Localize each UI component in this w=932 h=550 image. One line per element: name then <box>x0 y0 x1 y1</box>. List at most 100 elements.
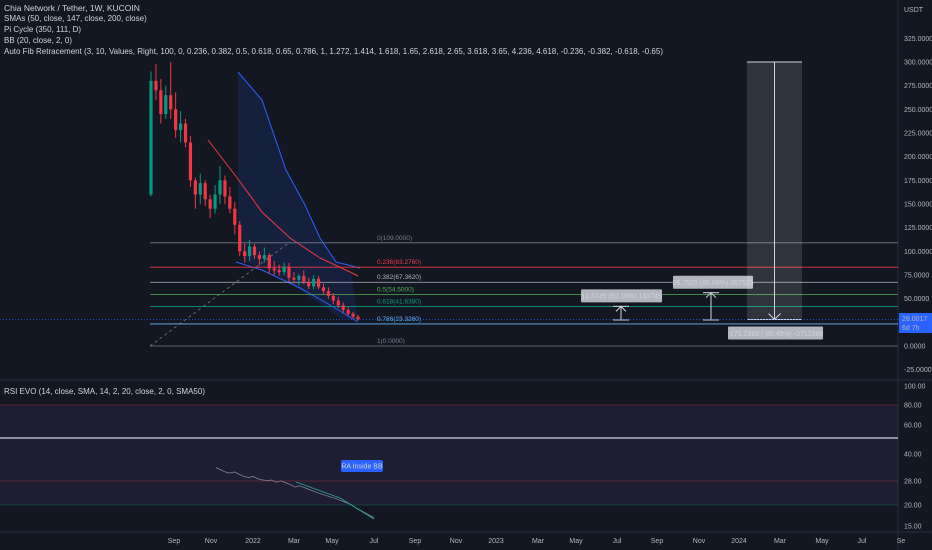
rsi-band-fill <box>0 405 898 505</box>
candle-body <box>159 90 163 115</box>
price-axis-tick: 150.0000 <box>904 202 932 209</box>
candle-body <box>174 109 178 131</box>
candle-body <box>183 123 188 143</box>
time-axis-tick: Nov <box>450 538 463 545</box>
chart-title: Chia Network / Tether, 1W, KUCOIN <box>4 3 140 13</box>
time-axis-tick: Sep <box>168 538 181 545</box>
candle-body <box>277 270 281 273</box>
rsi-axis-tick: 15.00 <box>904 524 922 531</box>
time-axis-tick: Se <box>897 538 906 545</box>
currency-label: USDT <box>904 7 924 14</box>
candle-body <box>243 251 247 257</box>
rsi-annotation-badge <box>341 460 383 472</box>
time-axis-tick: Nov <box>693 538 706 545</box>
candle-body <box>356 316 360 320</box>
time-axis-tick: 2023 <box>488 538 504 545</box>
time-axis-tick: Mar <box>532 538 545 545</box>
candle-body <box>312 278 316 287</box>
time-axis-tick: Sep <box>651 538 664 545</box>
price-axis-tick: 275.0000 <box>904 83 932 90</box>
price-axis-tick: 325.0000 <box>904 36 932 43</box>
rsi-axis-tick: 80.00 <box>904 403 922 410</box>
candle-body <box>178 123 183 131</box>
time-axis-tick: Nov <box>205 538 218 545</box>
fib-indicator-label[interactable]: Auto Fib Retracement (3, 10, Values, Rig… <box>4 47 663 56</box>
fib-level-label: 0.236(83.2760) <box>377 259 421 266</box>
measure-label-box <box>728 326 823 340</box>
measure-label-box <box>673 275 753 289</box>
bb-upper-line <box>237 71 361 269</box>
price-axis-tick: 200.0000 <box>904 154 932 161</box>
candle-body <box>169 95 173 110</box>
price-axis-tick: 175.0000 <box>904 178 932 185</box>
sma-indicator-label[interactable]: SMAs (50, close, 147, close, 200, close) <box>4 14 147 23</box>
price-axis-tick: 100.0000 <box>904 249 932 256</box>
rsi-axis-tick: 28.00 <box>904 479 922 486</box>
candle-body <box>326 291 331 296</box>
rsi-trend-line <box>295 481 375 520</box>
candle-body <box>247 246 252 257</box>
candle-body <box>149 80 153 195</box>
candle-body <box>252 246 257 256</box>
time-axis-tick: 2022 <box>245 538 261 545</box>
candle-body <box>336 300 340 306</box>
candle-body <box>297 275 301 280</box>
candle-body <box>154 80 158 91</box>
price-axis-tick: -25.0000 <box>904 367 932 374</box>
rsi-annotation-label: RA Inside BB <box>341 464 383 471</box>
last-price-tag <box>899 313 932 333</box>
candle-body <box>262 255 266 259</box>
rsi-axis-tick: 60.00 <box>904 423 922 430</box>
candle-body <box>223 180 227 197</box>
candle-body <box>346 310 350 314</box>
candle-body <box>292 277 296 280</box>
time-axis-tick: May <box>325 538 339 545</box>
price-axis-tick: 75.0000 <box>904 273 929 280</box>
candle-body <box>282 266 286 273</box>
candle-body <box>188 142 193 181</box>
candle-body <box>302 275 306 282</box>
rsi-indicator-label[interactable]: RSI EVO (14, close, SMA, 14, 2, 20, clos… <box>4 387 205 396</box>
time-axis-tick: Jul <box>858 538 867 545</box>
measure-arrow-up <box>705 291 717 299</box>
price-axis-tick: 50.0000 <box>904 296 929 303</box>
candle-body <box>203 183 207 200</box>
candle-body <box>233 208 237 225</box>
candle-body <box>218 180 222 195</box>
candle-body <box>307 281 311 287</box>
price-axis-tick: 250.0000 <box>904 107 932 114</box>
candle-body <box>238 224 242 252</box>
candle-body <box>208 199 212 209</box>
fib-level-label: 0.618(41.6380) <box>377 299 421 306</box>
time-axis-tick: Jul <box>613 538 622 545</box>
measure-label: -271.2369 (-90.45%) -2712369 <box>728 331 824 338</box>
fib-level-label: 0.5(54.5000) <box>377 286 414 293</box>
pi-cycle-indicator-label[interactable]: Pi Cycle (350, 111, D) <box>4 25 82 34</box>
rsi-axis-tick: 40.00 <box>904 452 922 459</box>
candle-body <box>316 278 321 288</box>
candle-body <box>213 194 217 209</box>
measure-arrow-up <box>615 305 627 312</box>
candle-body <box>267 255 271 269</box>
measure-label: 26.7525 (95.68%) 267525 <box>673 280 754 287</box>
candle-body <box>321 287 326 292</box>
candle-body <box>341 305 345 311</box>
candle-body <box>272 268 276 271</box>
bb-indicator-label[interactable]: BB (20, close, 2, 0) <box>4 36 73 45</box>
candle-body <box>331 295 335 301</box>
time-axis-tick: 2024 <box>731 538 747 545</box>
price-axis-tick: 225.0000 <box>904 131 932 138</box>
price-axis-tick: 125.0000 <box>904 225 932 232</box>
bb-band-fill <box>238 72 358 320</box>
measure-label-box <box>581 289 662 303</box>
measure-label: 14.3745 (52.16%) 143745 <box>581 294 662 301</box>
fib-trend-line <box>149 241 291 347</box>
rsi-axis-tick: 100.00 <box>904 384 926 391</box>
time-axis-tick: Mar <box>288 538 301 545</box>
price-axis-tick: 300.0000 <box>904 60 932 67</box>
last-price-value: 28.0017 <box>902 316 927 323</box>
time-axis-tick: Sep <box>409 538 422 545</box>
candle-body <box>198 183 202 195</box>
candle-body <box>228 196 232 209</box>
